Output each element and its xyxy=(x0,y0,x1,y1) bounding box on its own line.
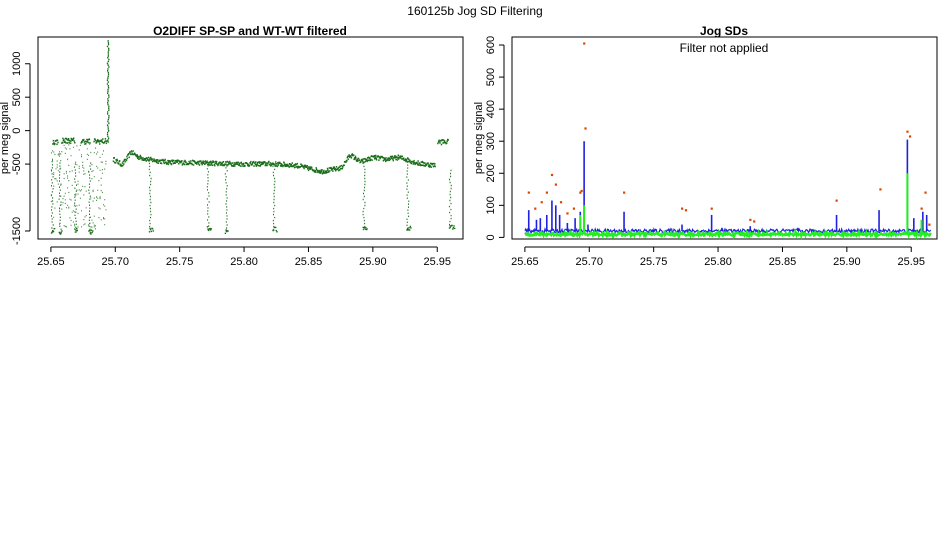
low-segment xyxy=(272,165,278,233)
x-tick-label: 25.85 xyxy=(769,256,797,268)
y-tick-label: 300 xyxy=(485,132,497,150)
right-plot: Jog SDs 25.65 25.70 25.75 25.80 25.85 25.90 25.… xyxy=(473,24,938,268)
orange-point xyxy=(559,201,563,204)
orange-point xyxy=(572,207,576,210)
left-plot: O2DIFF SP-SP and WT-WT filtered 25.65 25.7… xyxy=(0,24,464,268)
y-tick-label: 500 xyxy=(11,88,23,106)
x-tick-label: 25.65 xyxy=(37,256,65,268)
plot-title: O2DIFF SP-SP and WT-WT filtered xyxy=(153,24,347,38)
orange-point xyxy=(566,212,569,215)
orange-point xyxy=(540,201,543,204)
green-baseline xyxy=(524,228,932,241)
y-tick-label: 1000 xyxy=(11,52,23,76)
plot-title: Jog SDs xyxy=(700,24,748,38)
high-segment xyxy=(80,138,91,145)
x-tick-label: 25.70 xyxy=(102,256,130,268)
y-tick-label: -1500 xyxy=(11,217,23,245)
y-tick-label: 0 xyxy=(11,128,23,134)
orange-point xyxy=(920,207,923,210)
high-segment xyxy=(52,139,59,146)
spike xyxy=(106,40,110,143)
y-tick-label: 500 xyxy=(485,68,497,86)
orange-point xyxy=(579,191,582,194)
x-tick-label: 25.95 xyxy=(897,256,925,268)
orange-point xyxy=(681,207,684,210)
x-tick-label: 25.80 xyxy=(230,256,258,268)
orange-point xyxy=(928,223,931,226)
x-tick-label: 25.65 xyxy=(511,256,539,268)
orange-point xyxy=(623,191,626,194)
y-tick-label: 400 xyxy=(485,100,497,118)
orange-point xyxy=(684,209,688,212)
low-segment xyxy=(406,164,412,231)
early-scatter xyxy=(50,140,107,232)
high-segment xyxy=(93,138,108,145)
x-tick-label: 25.70 xyxy=(576,256,604,268)
orange-point xyxy=(879,188,882,191)
orange-point xyxy=(749,218,752,221)
x-tick-label: 25.80 xyxy=(704,256,732,268)
x-tick-label: 25.90 xyxy=(359,256,387,268)
high-segment xyxy=(437,138,449,146)
low-segment xyxy=(50,161,55,234)
x-tick-label: 25.90 xyxy=(833,256,861,268)
orange-point xyxy=(534,207,537,210)
orange-point xyxy=(580,189,583,193)
figure-suptitle: 160125b Jog SD Filtering xyxy=(407,4,543,18)
low-segment xyxy=(58,162,63,235)
y-tick-label: 200 xyxy=(485,164,497,182)
low-segment xyxy=(362,162,368,231)
orange-point xyxy=(584,127,587,130)
plot-frame xyxy=(511,36,938,240)
plot-annotation: Filter not applied xyxy=(680,41,769,55)
series-baseline-trace xyxy=(112,150,436,175)
x-tick-label: 25.95 xyxy=(423,256,451,268)
orange-point xyxy=(554,183,557,186)
x-tick-label: 25.75 xyxy=(166,256,194,268)
y-tick-label: 600 xyxy=(485,36,497,54)
orange-point xyxy=(545,191,548,194)
orange-point xyxy=(583,42,586,45)
orange-point xyxy=(906,130,909,133)
low-segment xyxy=(448,169,456,230)
orange-point xyxy=(908,135,912,138)
plot-frame xyxy=(37,36,464,240)
orange-point xyxy=(835,199,838,202)
orange-point xyxy=(753,220,756,223)
orange-point xyxy=(550,173,554,177)
y-tick-label: 0 xyxy=(485,234,497,240)
low-segment xyxy=(74,163,78,233)
y-axis-label: per meg signal xyxy=(0,102,11,174)
x-tick-label: 25.75 xyxy=(640,256,668,268)
x-tick-label: 25.85 xyxy=(295,256,323,268)
low-segment xyxy=(206,165,212,232)
orange-point xyxy=(527,191,530,194)
orange-point xyxy=(710,207,713,210)
y-tick-label: 100 xyxy=(485,196,497,214)
y-axis-label: per meg signal xyxy=(473,102,485,174)
low-segment xyxy=(148,162,154,233)
orange-point xyxy=(924,191,927,194)
y-tick-label: -500 xyxy=(11,153,23,175)
low-segment xyxy=(224,167,229,234)
